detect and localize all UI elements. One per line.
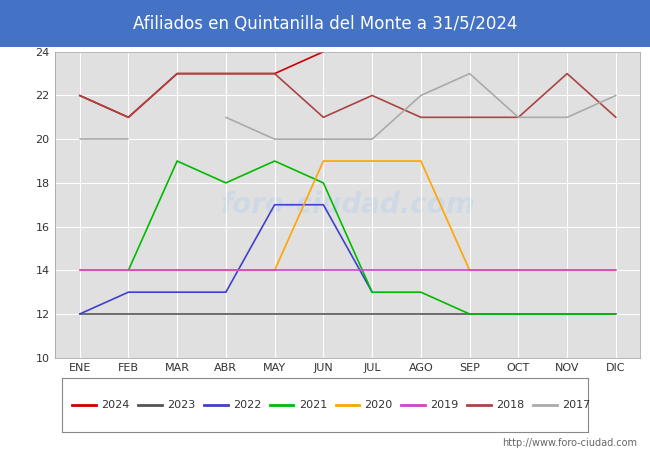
Text: 2021: 2021 [299, 400, 327, 410]
Text: 2022: 2022 [233, 400, 261, 410]
Text: 2017: 2017 [562, 400, 590, 410]
Text: 2019: 2019 [430, 400, 458, 410]
Text: foro-ciudad.com: foro-ciudad.com [220, 191, 475, 219]
Text: 2024: 2024 [101, 400, 129, 410]
Text: 2020: 2020 [365, 400, 393, 410]
Text: 2018: 2018 [496, 400, 525, 410]
Text: http://www.foro-ciudad.com: http://www.foro-ciudad.com [502, 438, 637, 448]
Text: Afiliados en Quintanilla del Monte a 31/5/2024: Afiliados en Quintanilla del Monte a 31/… [133, 14, 517, 33]
Text: 2023: 2023 [167, 400, 195, 410]
